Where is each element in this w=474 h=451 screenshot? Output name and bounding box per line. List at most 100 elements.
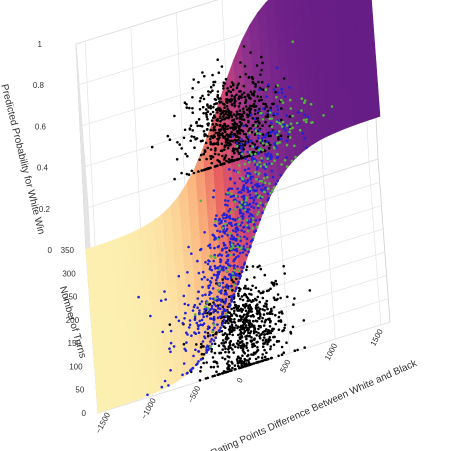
data-point xyxy=(205,115,209,119)
data-point xyxy=(216,90,220,93)
data-point xyxy=(226,141,229,145)
data-point xyxy=(191,96,194,99)
data-point xyxy=(193,331,196,334)
data-point xyxy=(182,362,186,365)
data-point xyxy=(227,188,230,192)
data-point xyxy=(275,120,279,123)
data-point xyxy=(262,342,265,345)
data-point xyxy=(266,192,270,196)
data-point xyxy=(237,343,240,347)
data-point xyxy=(197,290,200,294)
data-point xyxy=(218,115,222,118)
data-point xyxy=(184,311,187,315)
data-point xyxy=(221,339,225,342)
data-point xyxy=(257,99,261,102)
data-point xyxy=(233,97,236,101)
data-point xyxy=(244,302,247,306)
data-point xyxy=(242,118,246,121)
data-point xyxy=(270,309,273,313)
data-point xyxy=(195,321,199,325)
data-point xyxy=(261,141,265,145)
data-point xyxy=(263,149,267,153)
data-point xyxy=(213,223,217,227)
data-point xyxy=(288,136,292,139)
data-point xyxy=(199,366,203,369)
data-point xyxy=(209,157,213,161)
data-point xyxy=(275,156,279,159)
data-point xyxy=(230,139,234,143)
data-point xyxy=(228,288,232,291)
data-point xyxy=(254,120,257,124)
data-point xyxy=(227,295,231,299)
data-point xyxy=(208,293,211,297)
data-point xyxy=(227,158,231,161)
data-point xyxy=(296,111,300,114)
data-point xyxy=(212,323,216,327)
data-point xyxy=(261,316,264,320)
z-tick-label: 0.8 xyxy=(33,81,45,90)
data-point xyxy=(240,365,244,369)
data-point xyxy=(274,313,277,317)
data-point xyxy=(259,139,262,142)
data-point xyxy=(261,339,265,342)
data-point xyxy=(291,114,295,118)
data-point xyxy=(205,350,209,354)
data-point xyxy=(305,146,308,149)
data-point xyxy=(260,98,263,102)
data-point xyxy=(267,83,270,87)
data-point xyxy=(240,152,244,156)
data-point xyxy=(244,287,248,290)
data-point xyxy=(240,188,244,192)
data-point xyxy=(252,206,256,210)
data-point xyxy=(213,116,217,119)
data-point xyxy=(245,278,249,281)
data-point xyxy=(260,137,264,140)
data-point xyxy=(240,156,244,160)
data-point xyxy=(267,312,271,315)
data-point xyxy=(211,123,214,126)
data-point xyxy=(247,96,251,99)
data-point xyxy=(215,107,219,111)
data-point xyxy=(235,117,239,120)
data-point xyxy=(254,183,257,187)
data-point xyxy=(225,159,228,163)
data-point xyxy=(217,153,220,156)
data-point xyxy=(242,185,245,189)
data-point xyxy=(271,175,275,179)
data-point xyxy=(251,220,255,224)
data-point xyxy=(220,219,223,223)
data-point xyxy=(252,324,256,328)
data-point xyxy=(213,326,216,330)
data-point xyxy=(236,309,239,312)
data-point xyxy=(243,263,246,266)
data-point xyxy=(219,108,222,111)
x-gridline-wall xyxy=(84,41,96,248)
data-point xyxy=(241,212,245,216)
data-point xyxy=(226,191,229,195)
data-point xyxy=(191,309,195,312)
data-point xyxy=(230,278,234,282)
data-point xyxy=(209,91,212,94)
y-tick-label: 100 xyxy=(69,362,83,371)
data-point xyxy=(222,110,225,113)
data-point xyxy=(202,130,206,133)
y-tick-label: 250 xyxy=(64,293,78,302)
data-point xyxy=(240,195,244,199)
data-point xyxy=(288,115,292,118)
data-point xyxy=(188,106,191,110)
data-point xyxy=(226,366,229,370)
data-point xyxy=(261,204,265,207)
data-point xyxy=(266,307,269,311)
data-point xyxy=(213,351,217,355)
data-point xyxy=(224,340,228,344)
data-point xyxy=(263,190,267,194)
data-point xyxy=(238,141,241,145)
data-point xyxy=(261,359,264,363)
data-point xyxy=(166,134,170,138)
data-point xyxy=(270,117,274,120)
data-point xyxy=(244,100,248,104)
data-point xyxy=(197,170,200,173)
data-point xyxy=(211,233,215,237)
data-point xyxy=(227,321,230,325)
data-point xyxy=(238,75,242,79)
